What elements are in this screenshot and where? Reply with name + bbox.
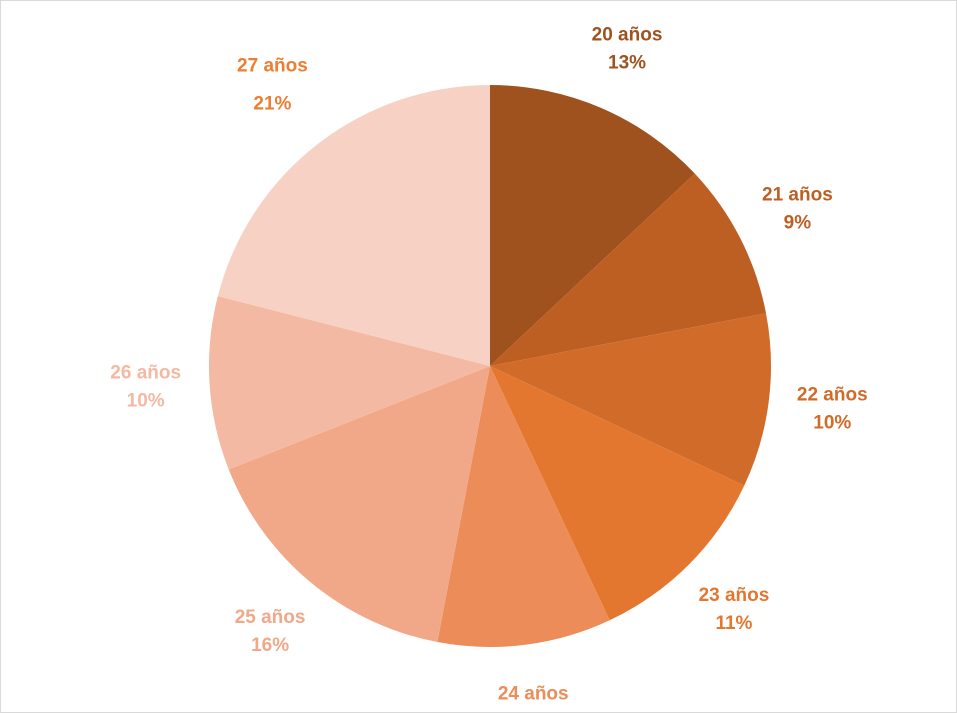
slice-value-label: 21% bbox=[253, 94, 291, 115]
slice-value-label: 10% bbox=[514, 711, 552, 713]
pie-slice bbox=[490, 173, 767, 366]
pie-slice bbox=[490, 366, 745, 621]
pie-slice bbox=[437, 366, 610, 647]
pie-slice bbox=[209, 296, 490, 470]
slice-value-label: 9% bbox=[784, 212, 812, 233]
pie-slice bbox=[228, 366, 491, 643]
slice-value-label: 11% bbox=[715, 613, 752, 634]
slice-label: 21 años bbox=[762, 184, 833, 205]
slice-label: 20 años bbox=[592, 24, 663, 45]
slice-value-label: 10% bbox=[813, 412, 851, 433]
slice-label: 25 años bbox=[235, 607, 306, 628]
slice-value-label: 10% bbox=[127, 391, 165, 412]
slice-label: 27 años bbox=[237, 56, 308, 77]
pie-slice bbox=[490, 85, 695, 366]
pie-slice bbox=[217, 85, 490, 366]
slice-label: 22 años bbox=[797, 384, 868, 405]
slice-value-label: 16% bbox=[251, 635, 289, 656]
pie-slice bbox=[490, 313, 771, 486]
slice-value-label: 13% bbox=[608, 52, 646, 73]
slice-label: 23 años bbox=[699, 585, 770, 606]
slice-label: 26 años bbox=[110, 363, 181, 384]
slice-label: 24 años bbox=[498, 683, 569, 704]
